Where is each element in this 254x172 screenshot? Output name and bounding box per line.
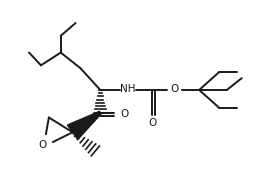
- Text: O: O: [39, 140, 47, 150]
- Text: O: O: [120, 109, 128, 119]
- Text: O: O: [170, 84, 179, 94]
- Polygon shape: [67, 111, 101, 139]
- Text: NH: NH: [120, 84, 136, 94]
- Text: O: O: [149, 118, 157, 128]
